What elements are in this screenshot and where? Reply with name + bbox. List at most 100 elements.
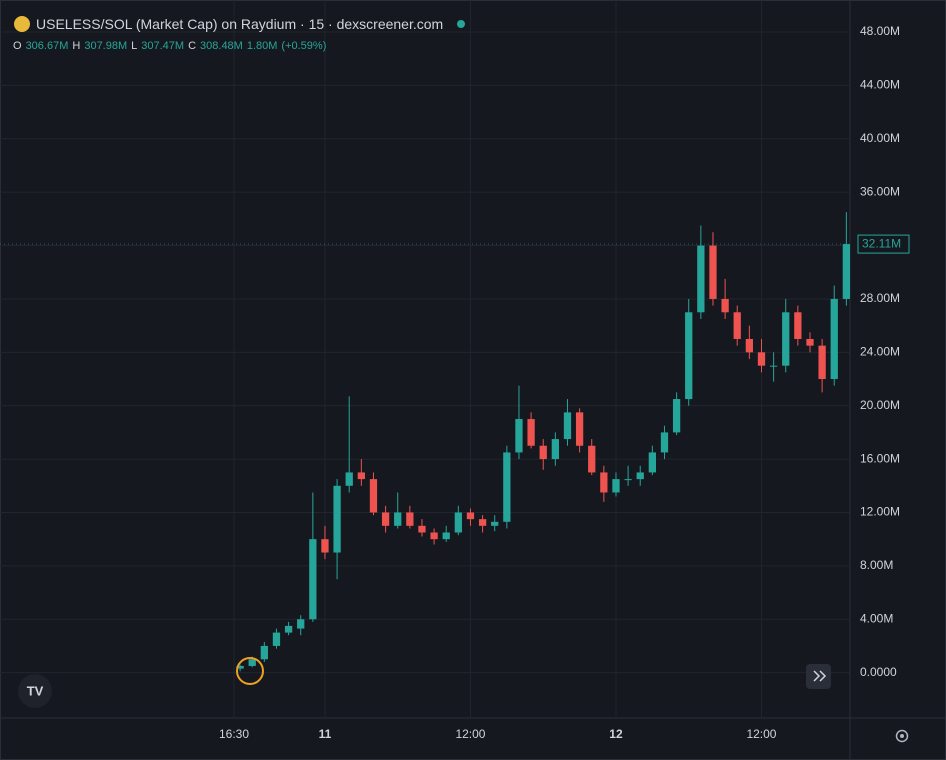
change: 1.80M [246,40,278,52]
token-circle [14,16,30,32]
x-tick-label: 11 [319,727,332,741]
candle-body [818,345,826,380]
candle-body [309,539,317,620]
scroll-button[interactable] [806,664,831,689]
candle-body [466,512,475,520]
candle-body [236,665,244,669]
marker-circle [236,657,264,685]
candle-body [260,645,268,660]
candle-body [357,472,365,480]
candle-body [721,298,729,313]
y-tick-label: 12.00M [860,505,900,519]
legend-value: 307.47M [141,40,185,52]
candle-body [248,659,256,666]
candle-body [806,338,814,346]
candles [236,212,850,672]
candle-body [575,412,584,446]
y-tick-label: 48.00M [860,24,900,38]
button-icon [813,670,827,682]
x-tick-label: 12:00 [746,727,776,741]
candle-body [539,445,547,460]
grid [0,0,850,718]
legend-label: C [188,40,197,52]
y-tick-label: 28.00M [860,291,900,305]
candle-body [515,419,523,453]
status-circle [457,20,466,28]
legend-value: 306.67M [25,40,69,52]
candle-body [321,539,329,553]
candle-body [636,472,644,480]
candle-body [454,512,462,533]
chart-title: USELESS/SOL (Market Cap) on Raydium · 15… [36,16,444,32]
x-tick-label: 12 [609,727,623,741]
candle-body [600,472,608,493]
candle-body [430,532,438,540]
legend-label: H [72,40,81,52]
y-tick-label: 16.00M [860,451,900,465]
candle-body [503,452,511,522]
candle-body [830,298,838,380]
candle-body [685,312,693,400]
y-tick-label: 24.00M [860,344,900,358]
candle-body [612,479,620,493]
y-tick-label: 44.00M [860,78,900,92]
candle-body [624,479,632,481]
candle-body [284,625,293,633]
candle-body [733,312,741,339]
settings-icon-core [900,734,904,738]
candle-body [782,312,790,366]
candle-body [418,525,426,533]
candle-body [551,439,559,460]
x-tick-label: 12:00 [455,727,485,741]
logo-bg [18,674,52,708]
status-dot [457,20,466,28]
tv-logo[interactable]: TV [18,674,52,708]
token-icon [14,16,30,32]
candle-body [394,512,402,526]
last-price-label: 32.11M [862,236,901,250]
legend-value: 308.48M [200,40,243,52]
legend-label: O [13,40,22,52]
y-tick-label: 0.0000 [860,665,897,679]
x-tick-label: 16:30 [219,727,249,741]
legend-label: L [131,40,138,52]
candle-body [406,512,414,526]
candle-body [588,445,596,473]
candle-body [794,312,802,339]
change-percent: (+0.59%) [281,40,327,52]
y-tick-label: 8.00M [860,558,893,572]
legend-value: 307.98M [84,40,128,52]
ohlc-legend: O 306.67M H 307.98M L 307.47M C 308.48M 1.80… [13,40,326,52]
candle-body [745,338,753,353]
last-price-tag [857,234,910,254]
candle-body [272,632,281,646]
candle-body [491,521,499,526]
candle-body [672,399,681,433]
candle-body [527,419,535,446]
candle-body [709,245,717,299]
candle-body [757,352,766,366]
candle-body [333,485,341,553]
candle-body [769,365,778,367]
candle-body [648,452,656,473]
logo-glyph: TV [27,683,44,698]
candle-body [660,432,669,453]
candle-body [381,512,390,526]
candle-body [442,532,450,540]
candle-body [345,472,353,486]
y-tick-label: 4.00M [860,611,893,625]
settings-icon[interactable] [895,729,909,743]
y-tick-label: 40.00M [860,131,900,145]
header: USELESS/SOL (Market Cap) on Raydium · 15… [14,16,469,32]
y-tick-label: 20.00M [860,398,900,412]
candle-body [697,245,705,313]
candle-body [297,619,305,629]
candle-body [478,519,487,526]
candle-body [563,412,572,440]
candle-body [842,244,850,299]
candle-body [369,479,378,513]
y-tick-label: 36.00M [860,184,900,198]
